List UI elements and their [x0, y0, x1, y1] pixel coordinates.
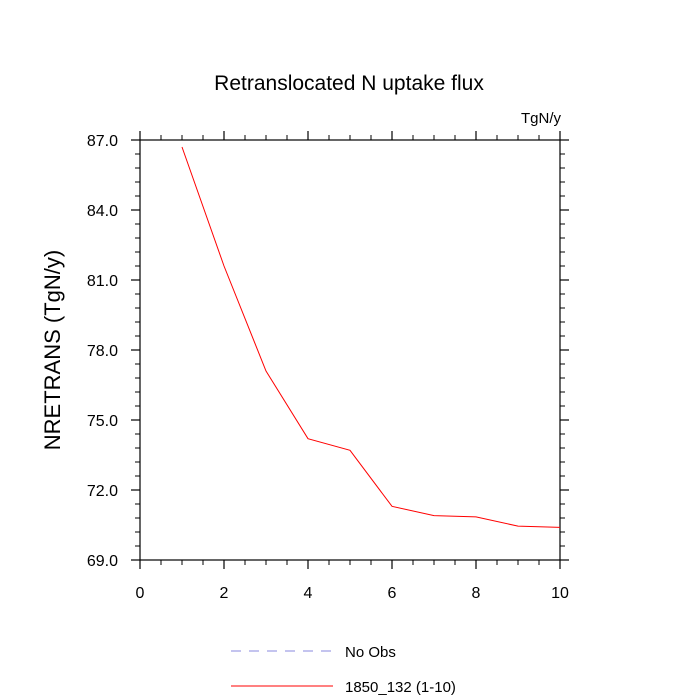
y-tick-label: 84.0	[87, 203, 118, 220]
x-tick-label: 2	[220, 585, 229, 602]
x-tick-label: 8	[472, 585, 481, 602]
chart-title: Retranslocated N uptake flux	[214, 72, 484, 95]
x-tick-label: 6	[388, 585, 397, 602]
y-tick-label: 69.0	[87, 553, 118, 570]
x-tick-label: 10	[551, 585, 569, 602]
y-tick-label: 78.0	[87, 343, 118, 360]
legend-label: 1850_132 (1-10)	[345, 679, 456, 696]
legend: No Obs 1850_132 (1-10)	[231, 644, 456, 696]
plot-frame	[139, 139, 561, 561]
series-group	[181, 146, 561, 528]
units-label: TgN/y	[521, 110, 562, 127]
series-line	[181, 146, 561, 528]
axis-ticks	[131, 131, 569, 569]
y-tick-label: 87.0	[87, 133, 118, 150]
y-axis-label: NRETRANS (TgN/y)	[40, 250, 65, 450]
y-tick-label: 72.0	[87, 483, 118, 500]
x-tick-label: 4	[304, 585, 313, 602]
x-tick-label: 0	[136, 585, 145, 602]
y-tick-label: 81.0	[87, 273, 118, 290]
legend-label: No Obs	[345, 644, 396, 661]
axis-tick-labels: 0 2 4 6 8 10 69.0 72.0 75.0 78.0 81.0 84.0 87.0	[87, 133, 569, 602]
y-tick-label: 75.0	[87, 413, 118, 430]
